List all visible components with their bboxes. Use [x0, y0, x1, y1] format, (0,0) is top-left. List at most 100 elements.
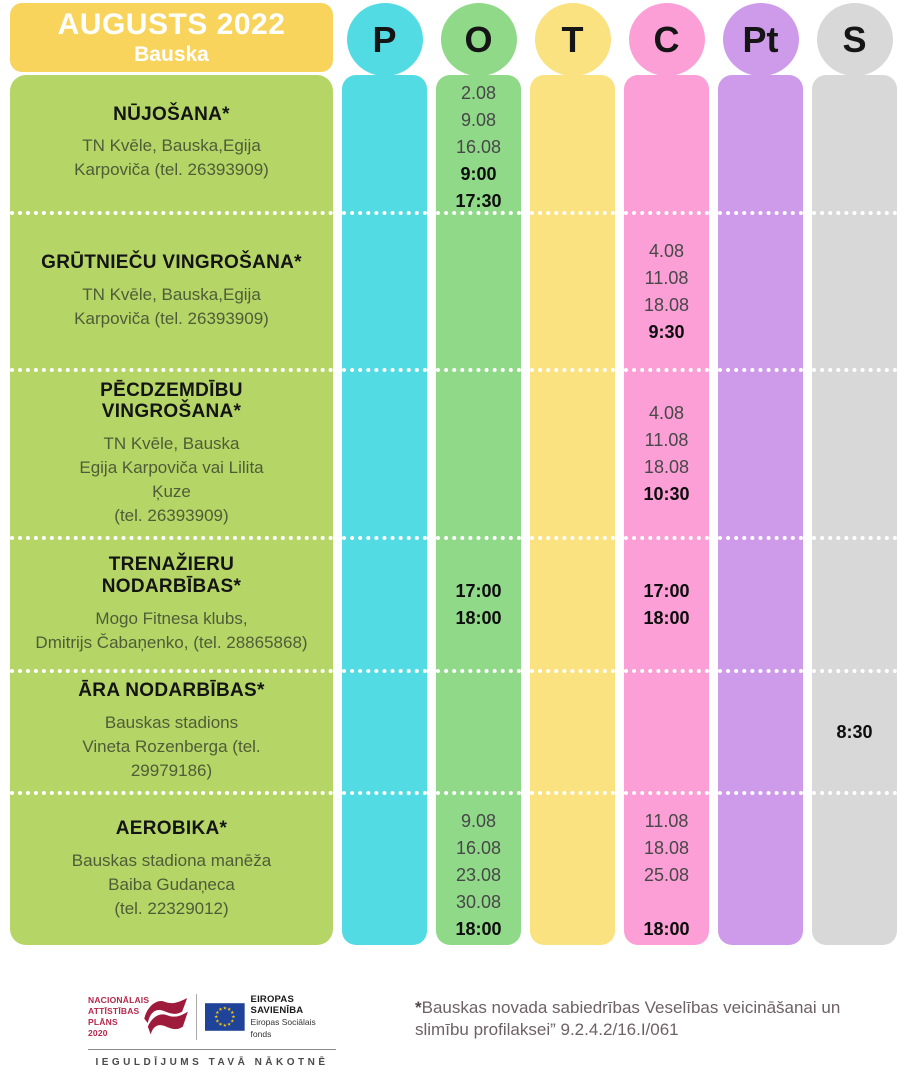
schedule-cell-S: [812, 540, 897, 673]
location-subtitle: Bauska: [134, 43, 209, 66]
activity-title-line: AEROBIKA*: [115, 818, 228, 840]
schedule-date: 30.08: [455, 892, 502, 912]
schedule-date: [664, 889, 669, 916]
activity-detail-line: Dmitrijs Čabaņenko, (tel. 28865868): [35, 632, 308, 652]
schedule-cell-C: 4.08 11.08 18.08 10:30: [624, 372, 709, 540]
day-header-C: C: [624, 3, 709, 76]
activity-title-line: NODARBĪBAS*: [101, 575, 242, 597]
schedule-date: 11.08: [644, 267, 689, 288]
activity-title: PĒCDZEMDĪBU VINGROŠANA*: [100, 380, 243, 423]
schedule-date: 18.08: [643, 457, 690, 477]
schedule-cell-S: [812, 75, 897, 215]
day-circle-O: O: [440, 3, 517, 76]
schedule-date: 23.08: [455, 865, 502, 885]
activity-detail-line: Bauskas stadions: [104, 713, 239, 733]
activity-detail-line: Vineta Rozenberga (tel.: [82, 737, 261, 757]
schedule-cell-C: 11.08 18.08 25.08 18:00: [624, 795, 709, 945]
eu-title: EIROPAS SAVIENĪBA: [250, 994, 304, 1017]
schedule-cell-O: [436, 215, 521, 372]
schedule-cell-O: 2.08 9.08 16.08 9:00 17:30: [436, 75, 521, 215]
schedule-cell-P: [342, 75, 427, 215]
schedule-time: 17:30: [455, 191, 502, 211]
activity-detail-line: TN Kvēle, Bauska,Egija: [82, 284, 261, 304]
schedule-cell-C: [624, 75, 709, 215]
schedule-cell-C: 17:00 18:00: [624, 540, 709, 673]
schedule-date: 11.08: [644, 811, 689, 831]
schedule-date: 25.08: [643, 865, 690, 885]
schedule-date: 11.08: [644, 430, 689, 450]
schedule-cell-Pt: [718, 540, 803, 673]
schedule-time: 18:00: [455, 607, 502, 628]
activity-cell: ĀRA NODARBĪBAS* Bauskas stadions Vineta Ro…: [10, 673, 333, 795]
activity-cell: TRENAŽIERU NODARBĪBAS* Mogo Fitnesa klubs,…: [10, 540, 333, 673]
nap-line: PLĀNS 2020: [88, 1017, 118, 1039]
activity-details: Mogo Fitnesa klubs, Dmitrijs Čabaņenko, (…: [35, 607, 307, 655]
schedule-date: 16.08: [455, 137, 502, 157]
schedule-cell-Pt: [718, 795, 803, 945]
activity-detail-line: Baiba Gudaņeca: [108, 875, 235, 895]
nap2020-logo-text: NACIONĀLAIS ATTĪSTĪBAS PLĀNS 2020: [88, 994, 150, 1039]
activity-detail-line: TN Kvēle, Bauska,Egija: [82, 136, 261, 156]
activity-detail-line: (tel. 22329012): [114, 899, 229, 919]
day-circle-S: S: [816, 3, 893, 76]
day-circle-T: T: [534, 3, 611, 76]
activity-cell: NŪJOŠANA* TN Kvēle, Bauska,Egija Karpoviča…: [10, 75, 333, 215]
schedule-date: 4.08: [648, 403, 685, 423]
activity-detail-line: Mogo Fitnesa klubs,: [95, 608, 248, 628]
schedule-cell-S: 8:30: [812, 673, 897, 795]
note-text: Bauskas novada sabiedrības Veselības vei…: [415, 998, 841, 1040]
day-header-S: S: [812, 3, 897, 76]
activity-detail-line: Egija Karpoviča vai Lilita: [79, 458, 264, 478]
eu-subtitle-line: Eiropas Sociālais: [250, 1017, 316, 1028]
eu-logo-text: EIROPAS SAVIENĪBA Eiropas Sociālais fond…: [251, 994, 336, 1039]
schedule-cell-S: [812, 215, 897, 372]
activity-title: ĀRA NODARBĪBAS*: [78, 680, 264, 702]
schedule-time: 8:30: [836, 721, 873, 742]
schedule-cell-P: [342, 540, 427, 673]
day-header-Pt: Pt: [718, 3, 803, 76]
activity-detail-line: Bauskas stadiona manēža: [71, 851, 272, 871]
day-circle-P: P: [346, 3, 423, 76]
activity-detail-line: 29979186): [130, 761, 213, 781]
schedule-date: 9.08: [460, 110, 497, 130]
funding-logos: NACIONĀLAIS ATTĪSTĪBAS PLĀNS 2020: [88, 994, 336, 1068]
schedule-time: 9:00: [460, 164, 497, 184]
funding-note: *Bauskas novada sabiedrības Veselības ve…: [415, 997, 877, 1041]
nap-line: NACIONĀLAIS: [88, 994, 150, 1005]
logo-divider: [196, 994, 197, 1040]
schedule-cell-O: 17:00 18:00: [436, 540, 521, 673]
activity-details: TN Kvēle, Bauska,Egija Karpoviča (tel. 26…: [74, 283, 269, 331]
activity-details: TN Kvēle, Bauska,Egija Karpoviča (tel. 26…: [74, 134, 269, 182]
activity-details: TN Kvēle, Bauska Egija Karpoviča vai Lili…: [79, 432, 263, 529]
schedule-cell-Pt: [718, 673, 803, 795]
activity-detail-line: TN Kvēle, Bauska: [103, 433, 240, 453]
activity-title: AEROBIKA*: [116, 818, 227, 840]
schedule-cell-S: [812, 372, 897, 540]
schedule-date: 2.08: [460, 83, 497, 103]
activity-title-line: GRŪTNIEČU VINGROŠANA*: [41, 252, 302, 274]
activity-cell: AEROBIKA* Bauskas stadiona manēža Baiba Gu…: [10, 795, 333, 945]
schedule-cell-P: [342, 372, 427, 540]
schedule-cell-S: [812, 795, 897, 945]
schedule-cell-Pt: [718, 372, 803, 540]
schedule-cell-P: [342, 215, 427, 372]
schedule-time: 18:00: [643, 919, 690, 939]
day-header-P: P: [342, 3, 427, 76]
nap-line: ATTĪSTĪBAS: [88, 1005, 140, 1016]
activity-title-line: NŪJOŠANA*: [113, 103, 230, 125]
schedule-date: 18.08: [643, 294, 690, 315]
schedule-cell-O: 9.08 16.08 23.08 30.08 18:00: [436, 795, 521, 945]
latvian-flag-ribbon-icon: [144, 998, 188, 1035]
schedule-cell-Pt: [718, 75, 803, 215]
schedule-cell-O: [436, 673, 521, 795]
schedule-time: 17:00: [643, 580, 690, 601]
eu-flag-icon: [204, 1003, 245, 1031]
schedule-cell-Pt: [718, 215, 803, 372]
activity-title: TRENAŽIERU NODARBĪBAS*: [102, 554, 241, 597]
schedule-table: AUGUSTS 2022 Bauska P O T C Pt S NŪJOŠANA* TN K…: [10, 3, 897, 945]
day-header-T: T: [530, 3, 615, 76]
schedule-time: 18:00: [643, 607, 690, 628]
schedule-date: 4.08: [648, 240, 685, 261]
schedule-date: 9.08: [460, 811, 497, 831]
